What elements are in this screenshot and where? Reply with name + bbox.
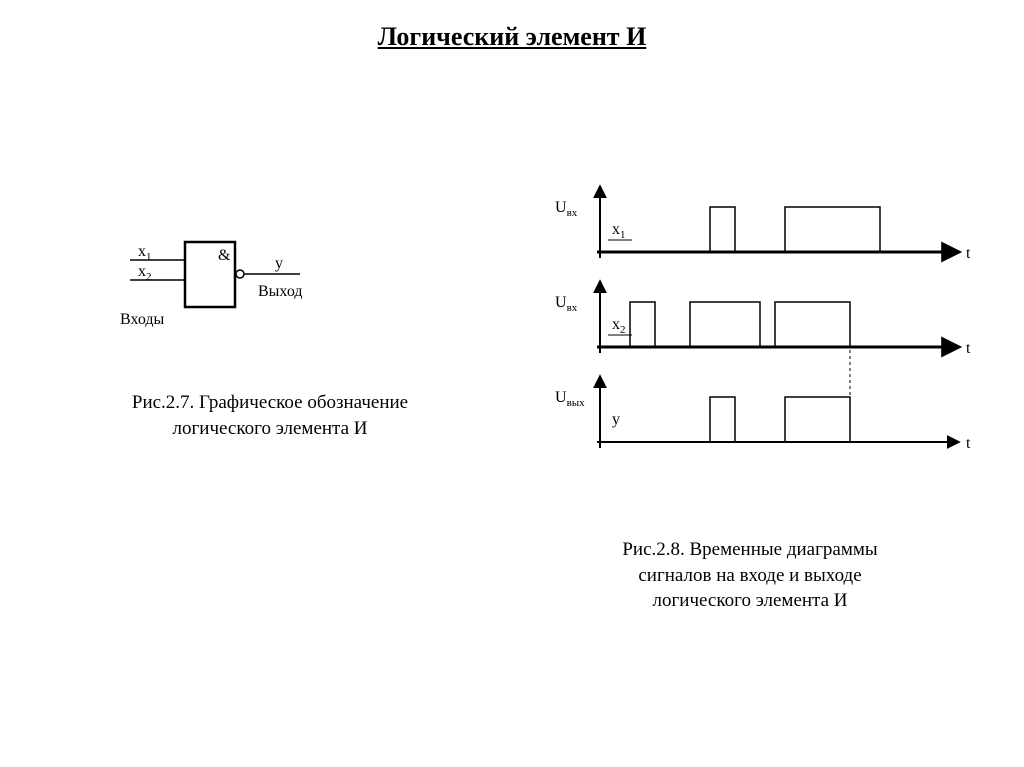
signal-label: x1 (612, 221, 626, 241)
label-y: y (275, 255, 283, 272)
timing-caption-line2: сигналов на входе и выходе (638, 565, 861, 586)
content-area: & x1 x2 y Входы Выход Рис.2.7. Графическ… (0, 52, 1024, 752)
signal-label: x2 (612, 316, 626, 336)
gate-svg: & x1 x2 y Входы Выход (90, 232, 350, 362)
y-axis-label: Uвых (555, 389, 585, 409)
gate-symbol: & (218, 247, 231, 264)
page-title: Логический элемент И (0, 0, 1024, 52)
gate-caption: Рис.2.7. Графическое обозначение логичес… (90, 390, 450, 441)
gate-figure: & x1 x2 y Входы Выход Рис.2.7. Графическ… (90, 232, 450, 441)
label-inputs: Входы (120, 311, 165, 328)
signal-label: y (612, 411, 620, 428)
waveform (600, 207, 940, 252)
timing-figure: Uвх x1 t Uвх x2 t Uвых y t Рис.2.8. Временные ди… (520, 172, 980, 614)
t-axis-label: t (966, 245, 971, 262)
timing-caption-line3: логического элемента И (653, 590, 848, 611)
timing-panel-1: Uвх x2 t (555, 282, 971, 357)
y-axis-label: Uвх (555, 294, 578, 314)
timing-caption-line1: Рис.2.8. Временные диаграммы (622, 539, 877, 560)
gate-caption-line1: Рис.2.7. Графическое обозначение (132, 392, 408, 413)
timing-svg: Uвх x1 t Uвх x2 t Uвых y t (520, 172, 980, 502)
label-output: Выход (258, 283, 303, 300)
waveform (600, 302, 940, 347)
y-axis-label: Uвх (555, 199, 578, 219)
output-bubble (236, 270, 244, 278)
waveform (600, 397, 940, 442)
t-axis-label: t (966, 340, 971, 357)
timing-panel-2: Uвых y t (555, 377, 971, 452)
timing-panel-0: Uвх x1 t (555, 187, 971, 262)
t-axis-label: t (966, 435, 971, 452)
timing-caption: Рис.2.8. Временные диаграммы сигналов на… (520, 537, 980, 614)
gate-caption-line2: логического элемента И (173, 418, 368, 439)
